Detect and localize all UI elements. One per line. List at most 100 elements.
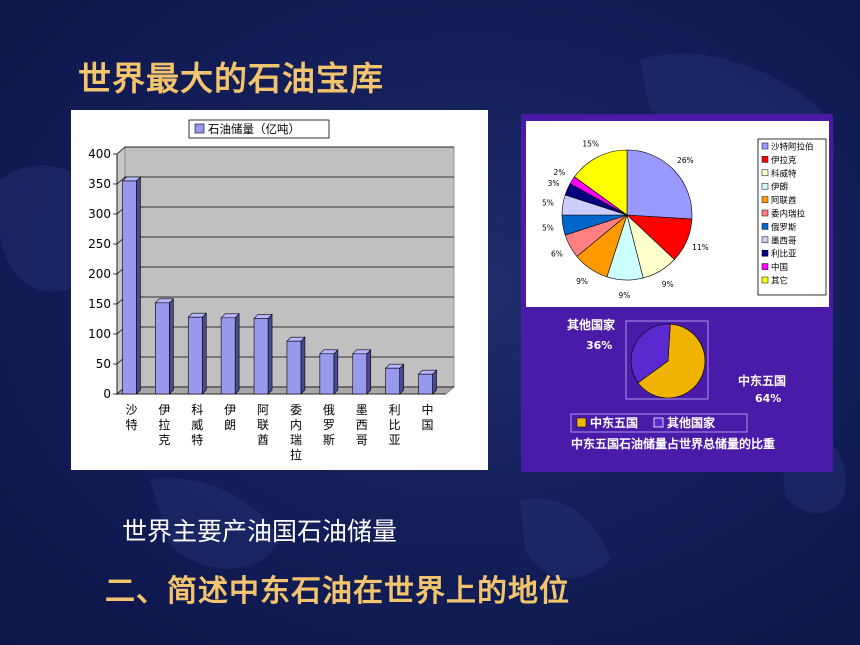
pie1-legend-swatch	[761, 236, 769, 244]
pie1-legend-swatch	[761, 223, 769, 230]
bar-category-label: 利	[389, 403, 401, 417]
pie1-value-label: 9%	[662, 280, 674, 289]
bar-category-label: 特	[125, 417, 137, 432]
pie2-legend-swatch	[653, 417, 664, 428]
bar-category-label: 酋	[257, 432, 269, 447]
pie1-legend-swatch	[761, 209, 769, 217]
pie-charts: 26% 11% 9% 9% 9% 6% 5% 5% 3% 2% 15% 沙特阿拉伯伊拉克科威特伊朗阿联…	[526, 121, 829, 451]
pie2-slice	[637, 323, 706, 399]
pie1-slice	[626, 149, 693, 220]
bar-category-label: 委	[290, 403, 302, 417]
pie1-legend-label: 科威特	[771, 168, 797, 179]
bar-side	[366, 349, 372, 395]
bar-y-tick-label: 350	[88, 177, 111, 191]
pie2-legend-box	[570, 413, 748, 433]
bar-side	[201, 312, 207, 395]
pie2-frame	[625, 320, 709, 400]
pie1-slice	[573, 149, 628, 216]
bar-category-label: 沙	[125, 403, 137, 417]
pie2-label-pct: 64%	[755, 392, 781, 405]
bar-category-label: 克	[158, 433, 170, 447]
bar-legend-box	[188, 119, 330, 139]
bar-category-label: 阿	[257, 403, 269, 417]
bar-category-label: 拉	[158, 417, 170, 432]
bar-chart: 050100150200250300350400沙特伊拉克科威特伊朗阿联酋委内瑞…	[88, 119, 456, 462]
pie1-legend-swatch	[761, 276, 769, 284]
bar	[418, 373, 433, 395]
bar-y-tick-label: 300	[88, 207, 111, 221]
pie1-legend-swatch	[761, 249, 769, 257]
pie1-legend-label: 伊朗	[771, 182, 788, 193]
pie1-legend-label: 委内瑞拉	[771, 209, 806, 220]
pie2-slice	[630, 323, 671, 384]
pie1-value-label: 11%	[692, 243, 709, 252]
pie2-title: 中东五国石油储量占世界总储量的比重	[571, 436, 775, 451]
pie1-legend-swatch	[761, 142, 769, 150]
bar-category-label: 威	[191, 418, 203, 432]
pie1-legend-label: 俄罗斯	[771, 222, 797, 233]
bar-side	[234, 313, 240, 395]
bar-category-label: 伊	[158, 403, 170, 417]
pie1-legend-label: 利比亚	[771, 249, 797, 260]
pie1-value-label: 9%	[619, 291, 631, 300]
pie1-legend-label: 墨西哥	[771, 236, 797, 246]
bar-side	[267, 313, 273, 395]
bar-category-label: 哥	[356, 433, 368, 447]
pie1-value-label: 5%	[542, 198, 554, 207]
bar-category-label: 亚	[389, 433, 401, 447]
chart-caption: 世界主要产油国石油储量	[122, 517, 398, 546]
bar-chart-panel: 0 50 100 150 200 250 300 350 400 沙特伊拉克科威特伊朗阿联酋委内瑞…	[71, 110, 488, 470]
bar	[286, 340, 302, 395]
bar-side	[333, 349, 339, 395]
bar	[253, 318, 269, 395]
bar-y-tick-label: 150	[88, 297, 111, 311]
bar-legend-swatch	[194, 123, 205, 134]
pie2-legend-swatch	[576, 417, 587, 428]
bar-gridline	[116, 176, 454, 185]
pie2-label-name: 其他国家	[567, 317, 616, 332]
pie1-legend-swatch	[761, 263, 769, 270]
bar-y-tick-label: 400	[88, 147, 111, 161]
bar-side	[169, 298, 174, 395]
pie1-value-label: 3%	[548, 179, 560, 188]
bar-y-tick-label: 100	[88, 327, 111, 341]
slide-title: 世界最大的石油宝库	[78, 59, 384, 98]
pie1-value-label: 9%	[576, 277, 588, 286]
bar-y-tick-label: 200	[88, 267, 111, 281]
bar-category-label: 国	[422, 418, 434, 432]
bar-category-label: 俄	[323, 403, 335, 417]
bar-category-label: 联	[257, 418, 269, 432]
pie-charts-panel: 26% 11% 9% 9% 9% 6% 5% 5% 3% 2% 15% 沙特阿拉伯 伊拉克 科威特 伊朗 阿联…	[521, 114, 833, 472]
pie1-legend-label: 中国	[771, 262, 788, 273]
section-heading: 二、简述中东石油在世界上的地位	[105, 574, 570, 609]
bar	[352, 353, 368, 395]
bar-category-label: 西	[356, 418, 368, 432]
bar	[122, 180, 137, 395]
pie1-legend-swatch	[761, 196, 769, 203]
pie1-legend-label: 伊拉克	[771, 155, 797, 166]
bar-category-label: 中	[422, 402, 434, 417]
bar-category-label: 比	[389, 418, 401, 432]
bar-category-label: 特	[191, 432, 203, 447]
bar-legend-label: 石油储量（亿吨）	[208, 122, 300, 136]
pie1-value-label: 2%	[554, 168, 566, 177]
bar-side	[399, 363, 404, 395]
pie1-legend-label: 其它	[771, 276, 788, 287]
pie2-label-pct: 36%	[586, 339, 612, 352]
pie1-legend-label: 沙特阿拉伯	[771, 142, 814, 153]
bar	[319, 353, 335, 395]
bar-side	[136, 176, 141, 395]
bar	[220, 317, 236, 395]
bar-category-label: 拉	[290, 447, 302, 462]
bar-category-label: 斯	[323, 433, 335, 447]
bar-y-tick-label: 50	[96, 357, 111, 371]
bar-category-label: 罗	[323, 418, 335, 432]
pie1-value-label: 6%	[551, 250, 563, 259]
pie1-legend-swatch	[761, 169, 769, 177]
bar-category-label: 瑞	[290, 433, 302, 447]
bar-category-label: 朗	[224, 418, 236, 432]
pie2-legend-label: 中东五国	[590, 415, 638, 430]
bar-category-label: 科	[191, 403, 203, 417]
bar-gridline	[116, 146, 454, 155]
bar-y-tick-label: 0	[103, 387, 111, 401]
